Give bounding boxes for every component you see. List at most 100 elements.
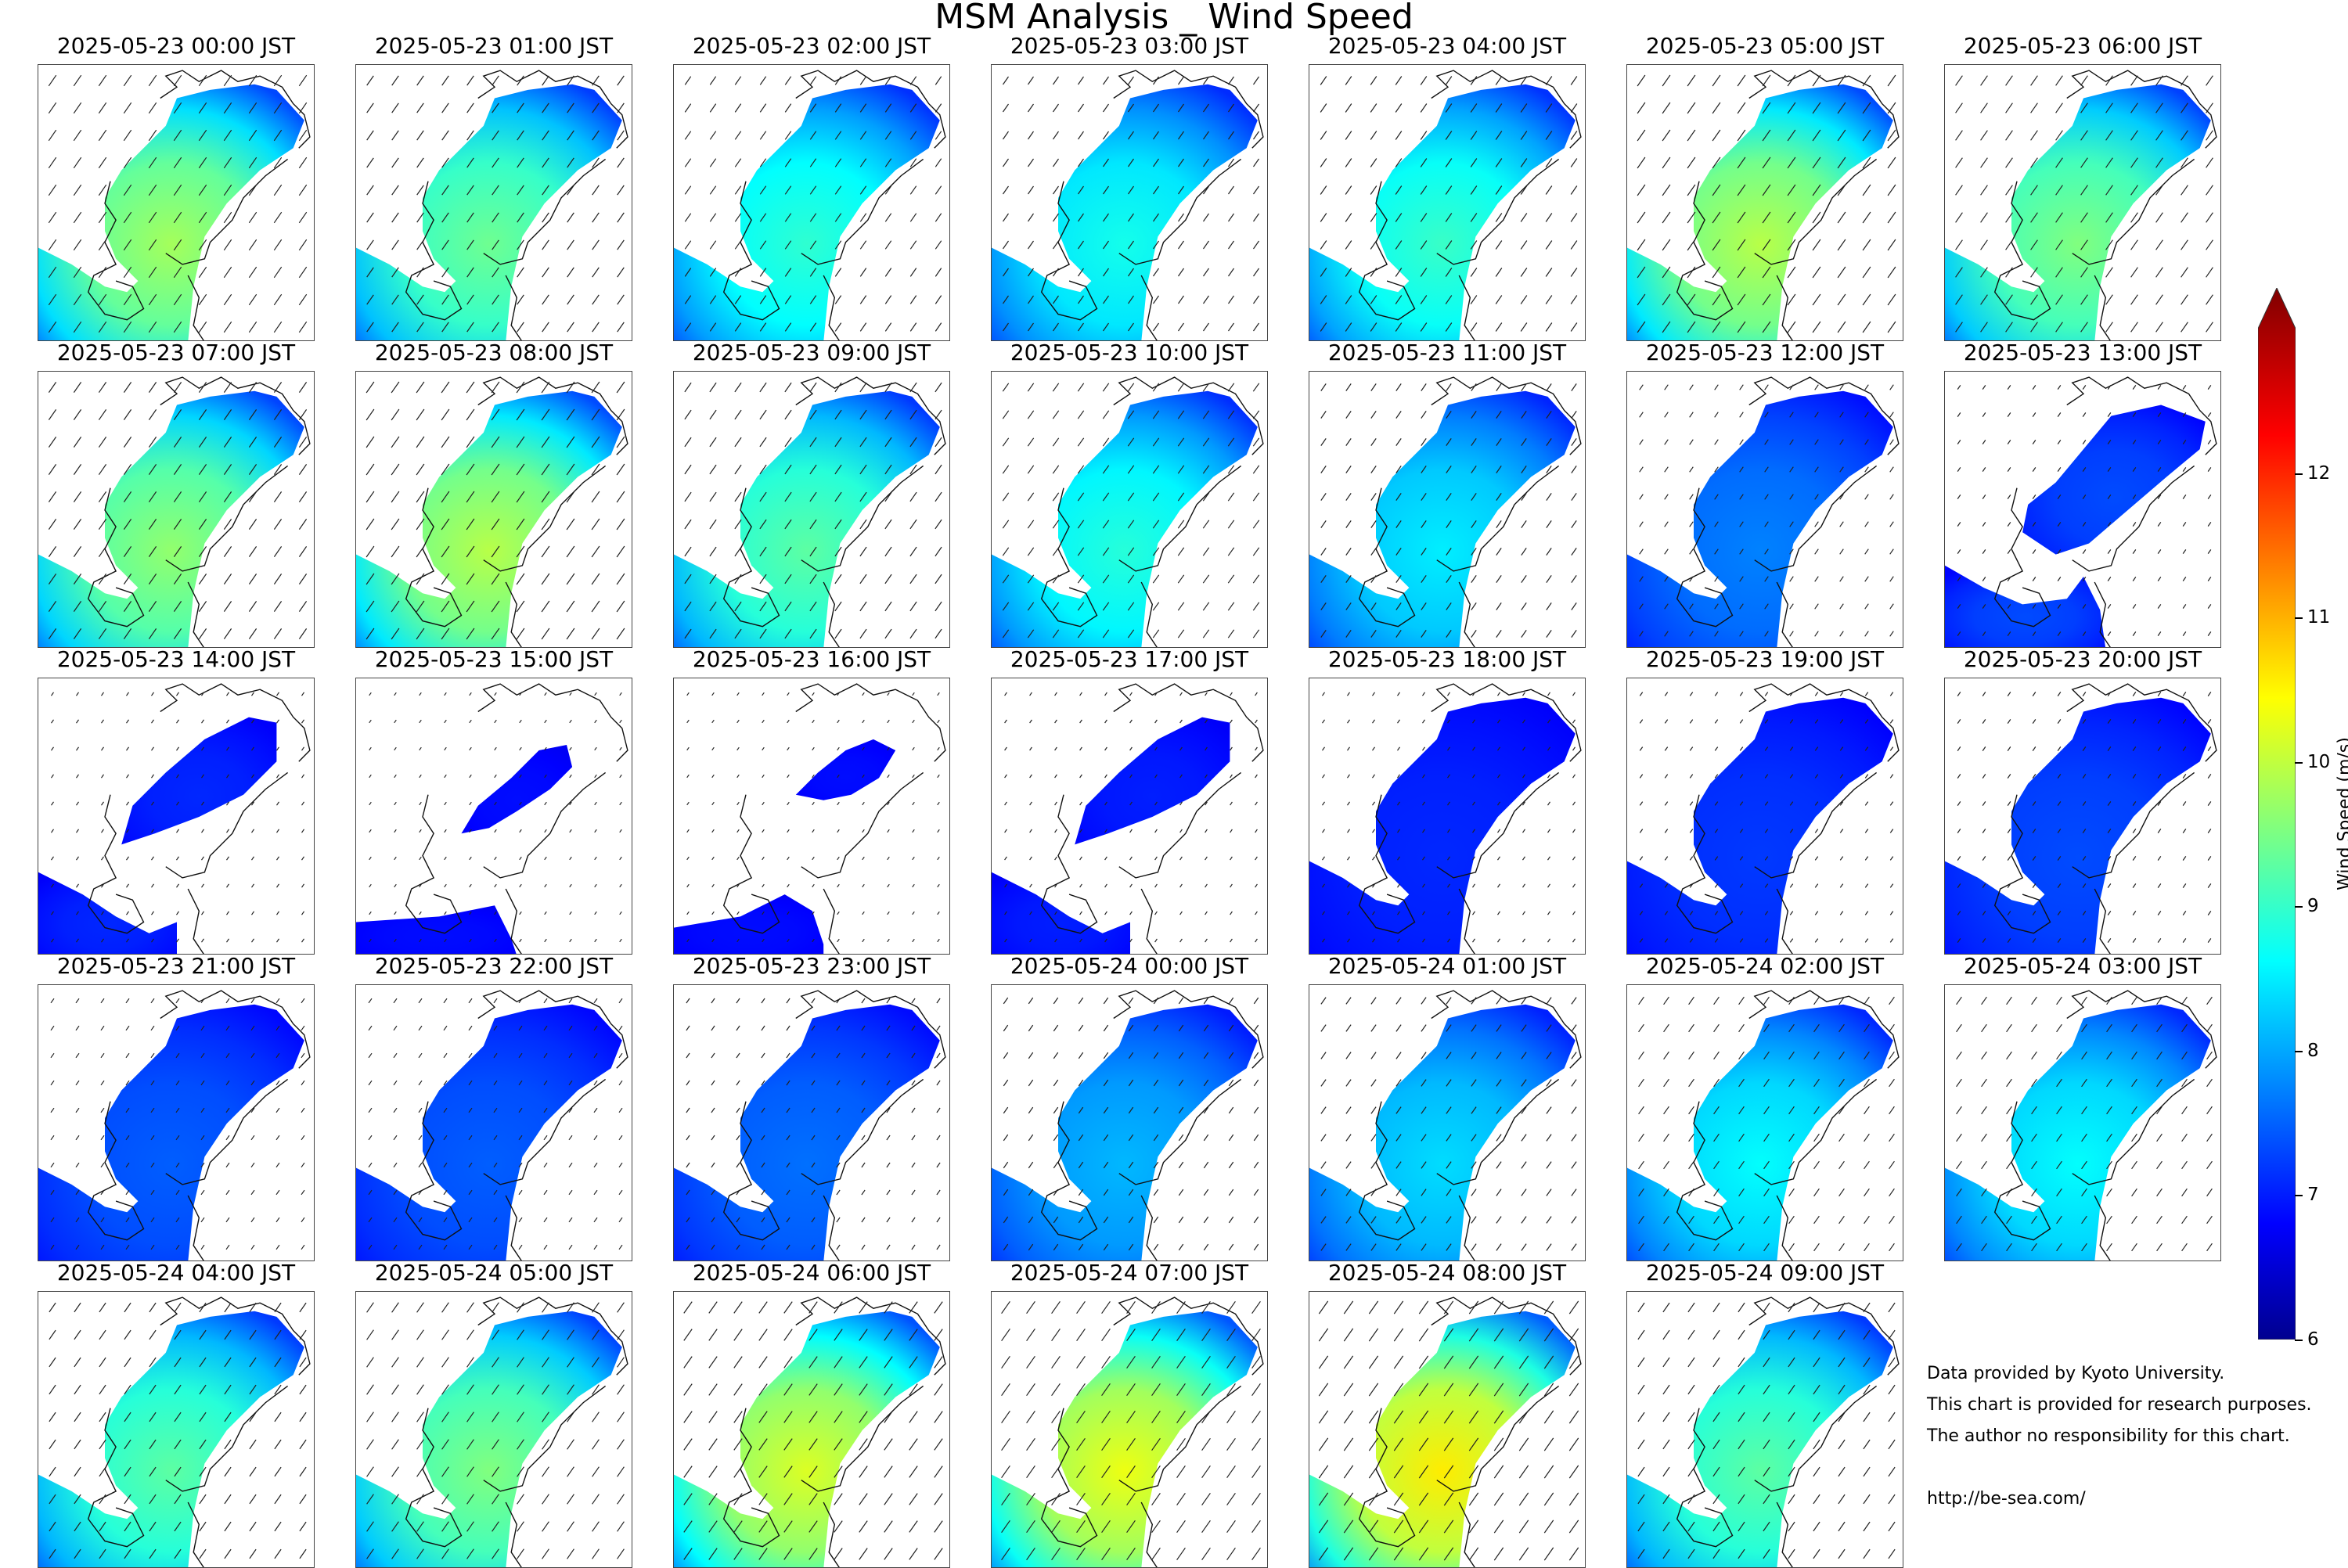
wind-arrow bbox=[420, 747, 422, 750]
wind-arrow bbox=[2183, 856, 2186, 860]
wind-arrow bbox=[2132, 1134, 2137, 1142]
wind-arrow bbox=[592, 1522, 600, 1532]
wind-arrow bbox=[1346, 1162, 1351, 1169]
wind-arrow bbox=[1690, 494, 1694, 500]
wind-arrow bbox=[394, 1026, 397, 1030]
wind-arrow bbox=[1572, 493, 1576, 500]
wind-arrow bbox=[812, 692, 815, 696]
wind-arrow bbox=[2058, 719, 2061, 723]
wind-arrow bbox=[445, 692, 447, 696]
wind-arrow bbox=[1789, 1243, 1795, 1251]
wind-arrow bbox=[2082, 997, 2087, 1005]
wind-arrow bbox=[1179, 1162, 1183, 1168]
wind-arrow bbox=[1204, 1162, 1208, 1168]
map-panel: 2025-05-23 11:00 JST bbox=[1309, 371, 1586, 648]
wind-arrow bbox=[888, 829, 890, 833]
map-panel: 2025-05-24 08:00 JST bbox=[1309, 1291, 1586, 1568]
credit-url-link[interactable]: http://be-sea.com/ bbox=[1927, 1483, 2312, 1515]
wind-arrow bbox=[1688, 1385, 1694, 1394]
wind-arrow bbox=[1003, 998, 1007, 1004]
wind-arrow bbox=[812, 884, 815, 887]
wind-arrow bbox=[619, 998, 622, 1003]
wind-arrow bbox=[935, 159, 941, 167]
wind-arrow bbox=[76, 1108, 79, 1113]
wind-map bbox=[38, 372, 315, 648]
wind-arrow bbox=[277, 912, 279, 915]
wind-arrow bbox=[369, 829, 372, 833]
wind-arrow bbox=[470, 747, 472, 750]
wind-arrow bbox=[1494, 1466, 1503, 1478]
wind-arrow bbox=[249, 75, 256, 86]
wind-arrow bbox=[1639, 997, 1644, 1005]
wind-arrow bbox=[711, 1108, 715, 1113]
wind-arrow bbox=[2183, 577, 2186, 581]
wind-arrow bbox=[544, 998, 547, 1003]
wind-arrow bbox=[1569, 1493, 1578, 1505]
wind-arrow bbox=[1255, 884, 1258, 887]
wind-arrow bbox=[860, 383, 866, 392]
wind-arrow bbox=[301, 1217, 304, 1222]
wind-arrow bbox=[1639, 1106, 1644, 1114]
wind-arrow bbox=[1255, 775, 1258, 778]
wind-arrow bbox=[1813, 267, 1820, 278]
wind-arrow bbox=[937, 1190, 940, 1195]
wind-arrow bbox=[592, 1440, 600, 1450]
wind-arrow bbox=[1321, 438, 1326, 445]
wind-arrow bbox=[1544, 1411, 1553, 1423]
wind-arrow bbox=[369, 1135, 372, 1140]
wind-arrow bbox=[2158, 938, 2161, 942]
map-panel: 2025-05-24 07:00 JST bbox=[991, 1291, 1268, 1568]
wind-arrow bbox=[912, 1108, 915, 1113]
wind-arrow bbox=[394, 1135, 397, 1140]
wind-arrow bbox=[618, 1412, 625, 1422]
wind-arrow bbox=[2208, 494, 2211, 498]
wind-arrow bbox=[1548, 775, 1550, 778]
wind-arrow bbox=[734, 1329, 742, 1341]
wind-arrow bbox=[274, 294, 281, 305]
wind-arrow bbox=[734, 1384, 742, 1396]
map-frame bbox=[1309, 984, 1586, 1261]
wind-arrow bbox=[1888, 102, 1896, 113]
wind-arrow bbox=[2108, 883, 2111, 887]
wind-arrow bbox=[394, 775, 397, 778]
panel-title: 2025-05-24 07:00 JST bbox=[960, 1260, 1299, 1286]
wind-arrow bbox=[712, 802, 715, 805]
wind-arrow bbox=[834, 1494, 842, 1505]
wind-arrow bbox=[1179, 323, 1184, 331]
wind-arrow bbox=[392, 1467, 399, 1477]
wind-arrow bbox=[1230, 802, 1233, 805]
map-panel: 2025-05-24 04:00 JST bbox=[38, 1291, 315, 1568]
wind-arrow bbox=[419, 1163, 422, 1167]
wind-arrow bbox=[299, 239, 306, 250]
wind-arrow bbox=[1664, 1106, 1669, 1114]
wind-arrow bbox=[1030, 829, 1032, 833]
wind-arrow bbox=[1956, 185, 1963, 196]
wind-arrow bbox=[1865, 467, 1869, 473]
wind-arrow bbox=[2156, 76, 2163, 86]
wind-arrow bbox=[935, 383, 942, 392]
wind-arrow bbox=[177, 720, 179, 723]
wind-arrow bbox=[49, 239, 56, 250]
wind-arrow bbox=[759, 1302, 767, 1314]
wind-arrow bbox=[1027, 1438, 1035, 1450]
wind-arrow bbox=[685, 547, 691, 556]
wind-arrow bbox=[442, 103, 449, 113]
wind-field bbox=[462, 745, 573, 833]
wind-arrow bbox=[1690, 522, 1694, 527]
wind-arrow bbox=[2181, 295, 2188, 305]
map-panel: 2025-05-24 03:00 JST bbox=[1944, 984, 2221, 1261]
wind-arrow bbox=[1815, 577, 1819, 582]
wind-arrow bbox=[937, 998, 940, 1003]
wind-arrow bbox=[1688, 1440, 1694, 1449]
wind-arrow bbox=[684, 1384, 692, 1396]
wind-arrow bbox=[567, 76, 574, 85]
wind-arrow bbox=[226, 1135, 229, 1140]
wind-arrow bbox=[567, 1467, 574, 1477]
wind-arrow bbox=[1494, 1301, 1503, 1314]
wind-arrow bbox=[1005, 857, 1007, 860]
wind-arrow bbox=[495, 829, 497, 833]
wind-arrow bbox=[1547, 493, 1551, 500]
wind-arrow bbox=[1028, 186, 1034, 194]
wind-arrow bbox=[274, 212, 281, 223]
wind-arrow bbox=[592, 1303, 600, 1313]
